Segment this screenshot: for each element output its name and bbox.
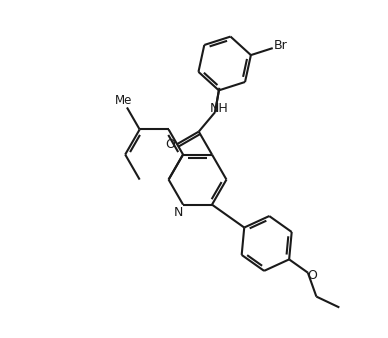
- Text: NH: NH: [210, 102, 229, 115]
- Text: Me: Me: [114, 94, 132, 107]
- Text: Br: Br: [273, 39, 287, 52]
- Text: O: O: [165, 138, 175, 151]
- Text: N: N: [174, 206, 184, 219]
- Text: O: O: [307, 269, 317, 282]
